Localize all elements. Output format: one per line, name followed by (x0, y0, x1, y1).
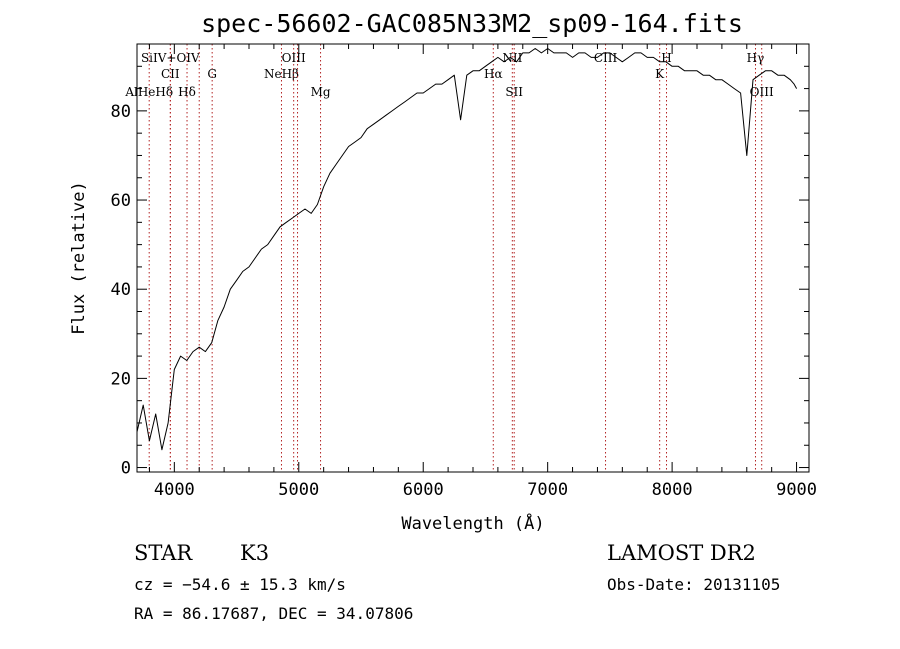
x-tick-label: 9000 (776, 480, 817, 500)
object-subclass: K3 (240, 541, 269, 565)
line-marker-label: OIII (282, 51, 306, 65)
y-tick-label: 60 (111, 191, 131, 211)
object-class: STAR (134, 541, 193, 565)
redshift-text: cz = −54.6 ± 15.3 km/s (134, 575, 346, 594)
line-marker-label: NII (502, 51, 522, 65)
line-marker-label: SiIV+OIV (141, 51, 200, 65)
coordinates-text: RA = 86.17687, DEC = 34.07806 (134, 604, 413, 623)
line-marker-label: Mg (311, 85, 331, 99)
survey-name: LAMOST DR2 (607, 541, 756, 565)
y-tick-label: 40 (111, 280, 131, 300)
line-marker-label: G (207, 67, 217, 81)
observation-date: Obs-Date: 20131105 (607, 575, 780, 594)
spectrum-line (136, 48, 798, 451)
y-tick-label: 80 (111, 102, 131, 122)
x-axis-label: Wavelength (Å) (401, 512, 544, 534)
line-marker-label: AlHeHδ (124, 85, 173, 99)
line-marker-label: Hα (484, 67, 503, 81)
line-marker-label: Hγ (747, 51, 765, 65)
y-axis-label: Flux (relative) (69, 181, 89, 335)
x-tick-label: 5000 (278, 480, 319, 500)
y-tick-label: 20 (111, 369, 131, 389)
y-tick-label: 0 (121, 459, 131, 479)
line-marker-label: NeHβ (264, 67, 299, 81)
axis-ticks: 4000 5000 6000 7000 8000 9000 0 20 40 60 80 (111, 44, 817, 500)
line-marker-label: CII (161, 67, 180, 81)
x-tick-label: 6000 (403, 480, 444, 500)
plot-frame (136, 43, 810, 473)
line-marker-label: H (661, 51, 671, 65)
x-tick-label: 8000 (652, 480, 693, 500)
chart-title: spec-56602-GAC085N33M2_sp09-164.fits (201, 9, 743, 38)
spectrum-series (136, 48, 798, 451)
line-marker-label: K (655, 67, 665, 81)
x-tick-label: 4000 (154, 480, 195, 500)
line-marker-label: OIII (750, 85, 774, 99)
line-marker-label: Hδ (178, 85, 196, 99)
line-marker-label: SII (505, 85, 523, 99)
x-tick-label: 7000 (527, 480, 568, 500)
